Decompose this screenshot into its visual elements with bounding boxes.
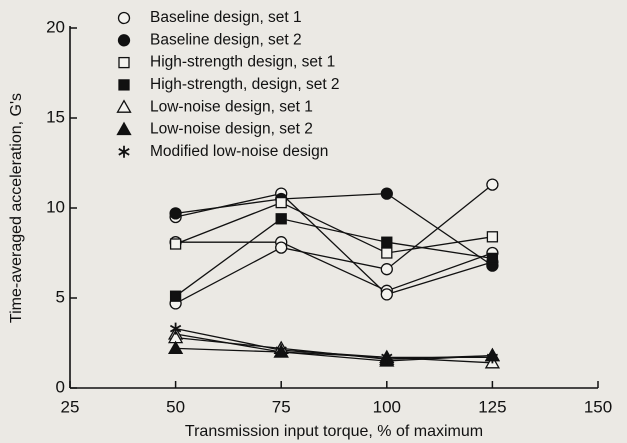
legend-label: High-strength design, set 1 bbox=[150, 54, 335, 71]
marker bbox=[117, 34, 131, 47]
marker bbox=[486, 252, 499, 265]
y-tick-label: 15 bbox=[46, 107, 65, 126]
marker bbox=[486, 178, 499, 191]
marker bbox=[275, 241, 288, 254]
marker bbox=[117, 11, 131, 25]
marker bbox=[486, 351, 499, 364]
series-line bbox=[175, 347, 493, 362]
x-tick-label: 125 bbox=[478, 397, 506, 416]
marker bbox=[167, 340, 184, 355]
y-tick-label: 0 bbox=[56, 377, 65, 396]
y-axis-label: Time-averaged acceleration, G's bbox=[8, 93, 25, 323]
series-line bbox=[175, 241, 493, 292]
marker bbox=[169, 290, 182, 302]
marker bbox=[275, 213, 287, 225]
series-line bbox=[175, 192, 493, 267]
legend-label: Low-noise design, set 1 bbox=[150, 98, 313, 115]
x-tick-label: 25 bbox=[61, 397, 80, 416]
legend-label: High-strength, design, set 2 bbox=[150, 76, 340, 93]
marker bbox=[380, 288, 393, 301]
marker bbox=[118, 79, 130, 91]
marker bbox=[169, 322, 182, 335]
series-line bbox=[175, 184, 493, 304]
marker bbox=[381, 247, 393, 259]
marker bbox=[486, 231, 499, 243]
y-tick-label: 10 bbox=[46, 197, 65, 216]
series-line bbox=[175, 218, 493, 297]
x-tick-label: 100 bbox=[373, 397, 401, 416]
x-tick-label: 150 bbox=[584, 397, 612, 416]
marker bbox=[116, 99, 132, 113]
legend: Baseline design, set 1 Baseline design, s… bbox=[116, 9, 340, 160]
marker bbox=[380, 263, 393, 276]
marker bbox=[116, 121, 132, 136]
marker bbox=[275, 196, 287, 209]
legend-label: Baseline design, set 1 bbox=[150, 9, 302, 26]
marker bbox=[118, 145, 130, 158]
y-tick-label: 20 bbox=[46, 17, 65, 36]
legend-label: Baseline design, set 2 bbox=[150, 31, 302, 48]
x-tick-label: 75 bbox=[272, 397, 291, 416]
legend-label: Low-noise design, set 2 bbox=[150, 121, 313, 138]
x-axis-label: Transmission input torque, % of maximum bbox=[185, 423, 483, 440]
legend-label: Modified low-noise design bbox=[150, 143, 328, 160]
y-tick-label: 5 bbox=[56, 287, 65, 306]
marker bbox=[169, 207, 182, 220]
series-line bbox=[175, 201, 493, 254]
marker bbox=[275, 344, 287, 357]
series-line bbox=[175, 192, 493, 296]
marker bbox=[380, 187, 393, 200]
series-line bbox=[175, 327, 493, 359]
marker bbox=[118, 56, 130, 69]
marker bbox=[169, 238, 182, 250]
marker bbox=[381, 236, 393, 248]
marker bbox=[381, 351, 393, 364]
x-tick-label: 50 bbox=[166, 397, 185, 416]
